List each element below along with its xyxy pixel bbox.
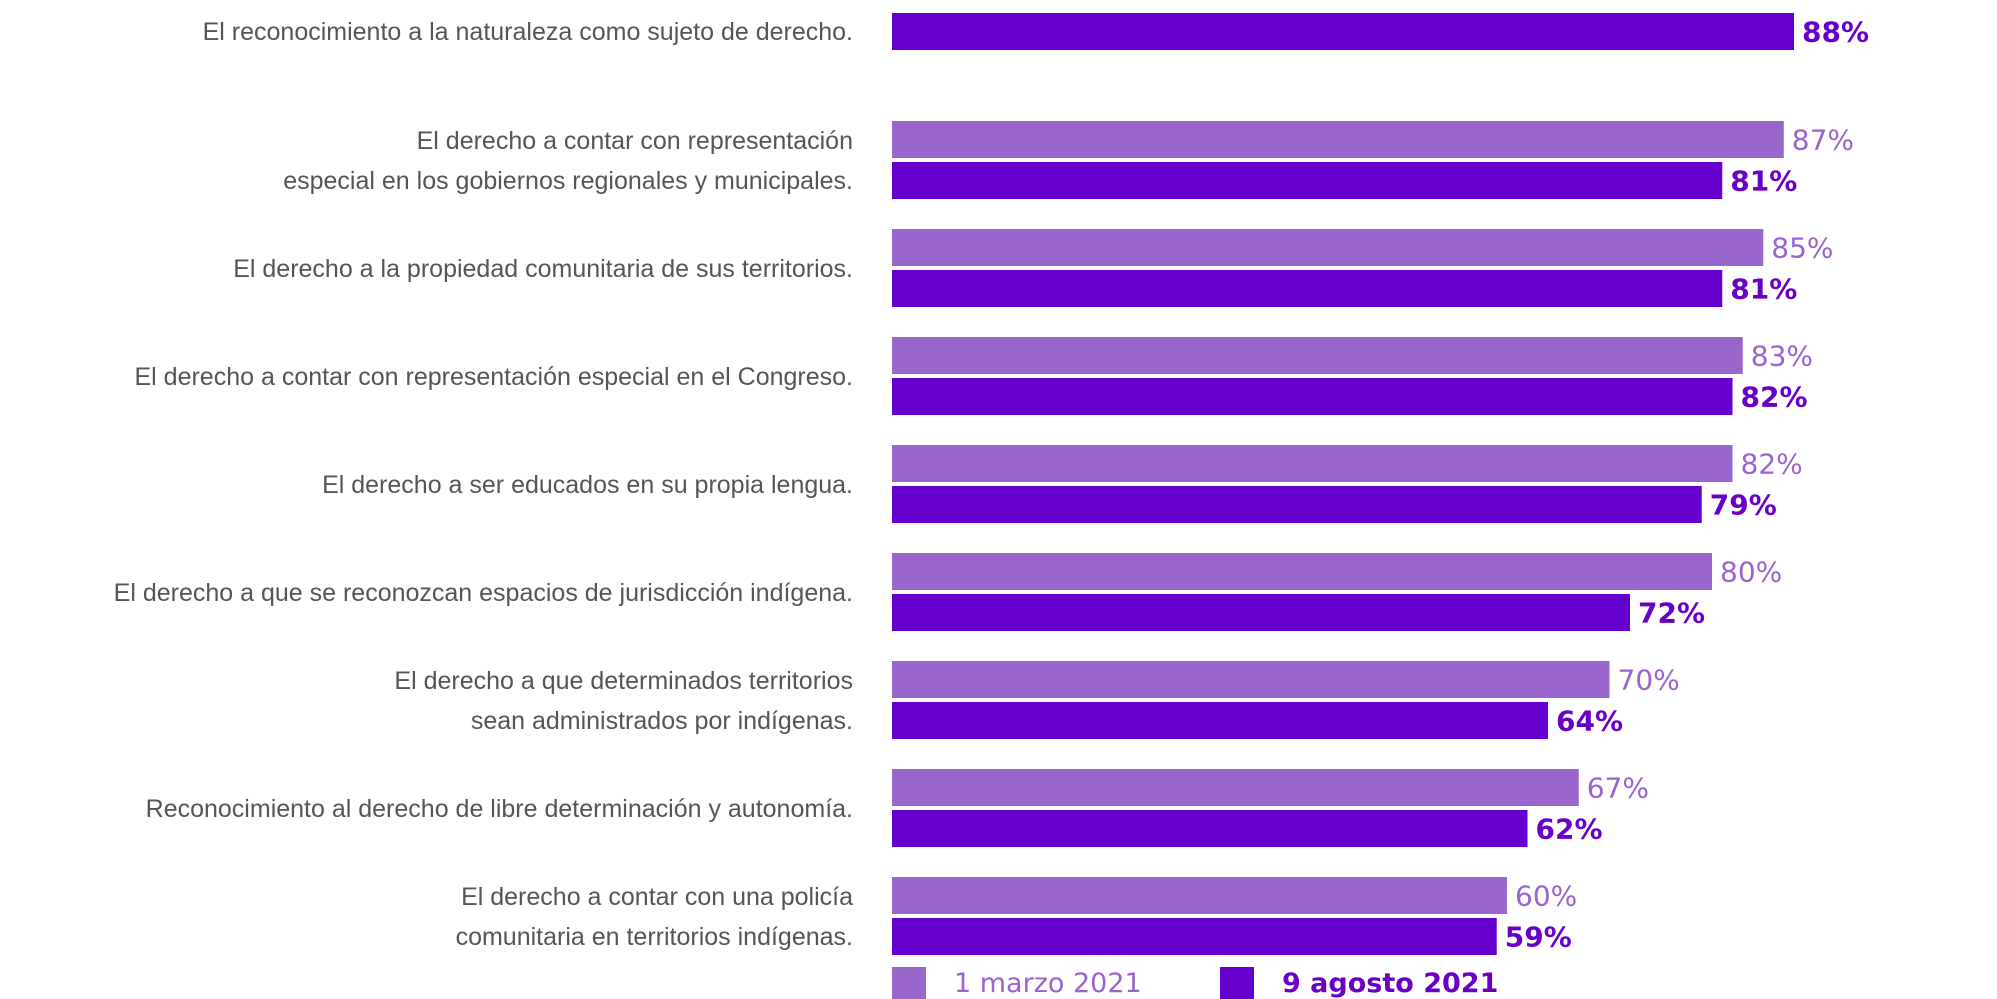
bar-agosto-2021: [892, 378, 1733, 415]
category-label: El reconocimiento a la naturaleza como s…: [203, 18, 853, 46]
bar-marzo-2021: [892, 229, 1764, 266]
category-label: Reconocimiento al derecho de libre deter…: [146, 795, 853, 823]
legend-label-agosto-2021: 9 agosto 2021: [1282, 968, 1498, 999]
category-label: El derecho a contar con representación e…: [135, 363, 854, 391]
value-label-agosto-2021: 62%: [1536, 813, 1603, 846]
bar-agosto-2021: [892, 918, 1497, 955]
category-label: sean administrados por indígenas.: [471, 707, 853, 735]
value-label-marzo-2021: 67%: [1587, 772, 1649, 805]
bar-agosto-2021: [892, 13, 1794, 50]
bar-marzo-2021: [892, 661, 1610, 698]
legend-label-marzo-2021: 1 marzo 2021: [954, 968, 1142, 999]
value-label-agosto-2021: 72%: [1638, 597, 1705, 630]
legend-swatch-agosto-2021: [1220, 967, 1254, 999]
value-label-marzo-2021: 60%: [1515, 880, 1577, 913]
bar-marzo-2021: [892, 877, 1507, 914]
value-label-marzo-2021: 80%: [1720, 556, 1782, 589]
value-label-marzo-2021: 83%: [1751, 340, 1813, 373]
value-label-agosto-2021: 81%: [1730, 165, 1797, 198]
legend-swatch-marzo-2021: [892, 967, 926, 999]
value-label-agosto-2021: 88%: [1802, 16, 1869, 49]
value-label-marzo-2021: 82%: [1741, 448, 1803, 481]
value-label-agosto-2021: 59%: [1505, 921, 1572, 954]
bar-agosto-2021: [892, 270, 1723, 307]
bar-marzo-2021: [892, 769, 1579, 806]
category-label: El derecho a que se reconozcan espacios …: [114, 579, 853, 607]
value-label-agosto-2021: 82%: [1741, 381, 1808, 414]
bar-agosto-2021: [892, 162, 1723, 199]
value-label-agosto-2021: 79%: [1710, 489, 1777, 522]
value-label-marzo-2021: 85%: [1771, 232, 1833, 265]
value-label-agosto-2021: 81%: [1730, 273, 1797, 306]
value-label-marzo-2021: 70%: [1618, 664, 1680, 697]
bar-marzo-2021: [892, 337, 1743, 374]
category-label: El derecho a que determinados territorio…: [394, 667, 853, 695]
category-label: comunitaria en territorios indígenas.: [456, 923, 853, 951]
category-label: El derecho a contar con una policía: [461, 883, 853, 911]
category-label: especial en los gobiernos regionales y m…: [283, 167, 853, 195]
bar-agosto-2021: [892, 810, 1528, 847]
bar-marzo-2021: [892, 553, 1712, 590]
category-label: El derecho a contar con representación: [417, 127, 853, 155]
bar-agosto-2021: [892, 702, 1548, 739]
category-label: El derecho a ser educados en su propia l…: [322, 471, 853, 499]
category-label: El derecho a la propiedad comunitaria de…: [233, 255, 853, 283]
value-label-agosto-2021: 64%: [1556, 705, 1623, 738]
bar-agosto-2021: [892, 594, 1630, 631]
bar-marzo-2021: [892, 121, 1784, 158]
bar-marzo-2021: [892, 445, 1733, 482]
value-label-marzo-2021: 87%: [1792, 124, 1854, 157]
bar-agosto-2021: [892, 486, 1702, 523]
